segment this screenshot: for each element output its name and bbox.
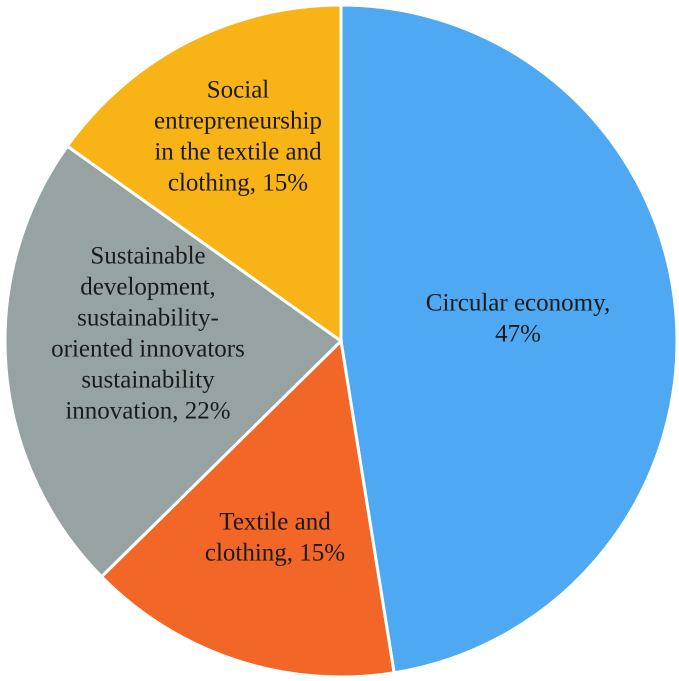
- pie-slice-label-line: sustainability: [81, 367, 215, 394]
- pie-slice-label-2: Textile and clothing, 15%: [205, 509, 345, 567]
- pie-slice-label-line: Circular economy,: [426, 290, 610, 317]
- pie-slice-label-4: Social entrepreneurship in the textile and…: [154, 77, 322, 197]
- pie-slice-label-line: entrepreneurship: [154, 108, 322, 135]
- pie-slice-4: [65, 3, 343, 344]
- pie-slice-label-line: Sustainable: [90, 243, 205, 270]
- pie-slice-label-line: in the textile and: [154, 139, 322, 166]
- pie-slice-label-line: innovation, 22%: [65, 398, 230, 425]
- pie-slice-label-line: clothing, 15%: [205, 540, 345, 567]
- pie-slice-label-line: 47%: [495, 321, 541, 348]
- pie-slice-label-3: Sustainable development, sustainability-or…: [51, 243, 245, 425]
- pie-slice-1: [339, 3, 679, 675]
- pie-slice-2: [99, 337, 396, 679]
- pie-slice-label-line: development,: [80, 274, 215, 301]
- pie-slice-label-line: clothing, 15%: [168, 170, 308, 197]
- pie-slice-label-1: Circular economy, 47%: [426, 290, 610, 348]
- pie-slice-label-line: sustainability-: [77, 305, 219, 332]
- pie-slice-3: [3, 144, 344, 579]
- pie-slice-label-line: Social: [207, 77, 270, 104]
- pie-slice-label-line: oriented innovators: [51, 336, 245, 363]
- pie-slice-label-line: Textile and: [219, 509, 331, 536]
